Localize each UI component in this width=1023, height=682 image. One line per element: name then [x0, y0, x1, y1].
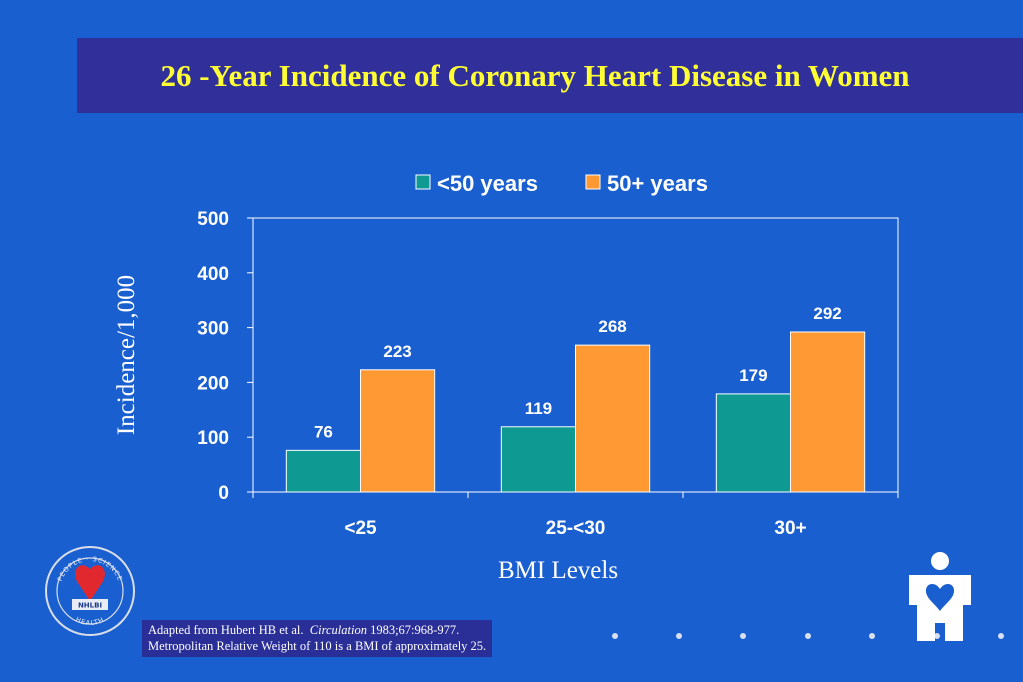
footnote-line-2: Metropolitan Relative Weight of 110 is a…: [148, 639, 487, 653]
y-tick-label: 100: [197, 428, 229, 449]
bar: [790, 331, 866, 493]
dot: [740, 633, 746, 639]
seal-center-text: NHLBI: [78, 602, 102, 610]
bar: [715, 393, 792, 493]
bar: [285, 449, 362, 493]
data-label: 179: [739, 366, 767, 385]
footnote-citation: Adapted from Hubert HB et al.: [148, 623, 304, 637]
bar: [360, 369, 436, 493]
heart-person-icon: [909, 552, 971, 641]
bar: [500, 426, 577, 493]
footnote-reference: 1983;67:968-977.: [370, 623, 460, 637]
footnote-journal: Circulation: [309, 623, 367, 637]
seal-bottom-text: HEALTH: [74, 616, 104, 628]
x-tick-label: 30+: [774, 518, 806, 539]
page-title: 26 -Year Incidence of Coronary Heart Dis…: [160, 57, 910, 93]
dot: [676, 633, 682, 639]
legend-swatch: [415, 174, 431, 190]
y-tick-label: 300: [197, 319, 229, 340]
data-label: 268: [598, 317, 626, 336]
dot: [612, 633, 618, 639]
x-tick-label: 25-<30: [546, 518, 606, 539]
dot: [869, 633, 875, 639]
footnote: Adapted from Hubert HB et al. Circulatio…: [142, 620, 493, 657]
data-label: 223: [383, 342, 411, 361]
x-axis-label: BMI Levels: [498, 557, 618, 584]
x-tick-label: <25: [344, 518, 377, 539]
legend-swatch: [585, 174, 601, 190]
data-label: 76: [314, 422, 333, 441]
legend-label: <50 years: [437, 171, 538, 196]
y-axis-label: Incidence/1,000: [113, 275, 140, 435]
bar: [575, 344, 651, 493]
y-tick-label: 400: [197, 264, 229, 285]
y-tick-label: 0: [218, 483, 229, 504]
dot: [934, 633, 940, 639]
legend-label: 50+ years: [607, 171, 708, 196]
svg-text:HEALTH: HEALTH: [74, 616, 105, 628]
nhlbi-seal-icon: PEOPLE · SCIENCE HEALTH NHLBI: [45, 546, 135, 636]
data-label: 292: [813, 304, 841, 323]
decorative-dots: [612, 633, 1012, 645]
data-label: 119: [525, 399, 552, 418]
y-tick-label: 200: [197, 373, 229, 394]
title-bar: 26 -Year Incidence of Coronary Heart Dis…: [77, 38, 1023, 113]
footnote-line-1: Adapted from Hubert HB et al. Circulatio…: [148, 622, 486, 638]
y-tick-label: 500: [197, 209, 229, 230]
dot: [998, 633, 1004, 639]
dot: [805, 633, 811, 639]
